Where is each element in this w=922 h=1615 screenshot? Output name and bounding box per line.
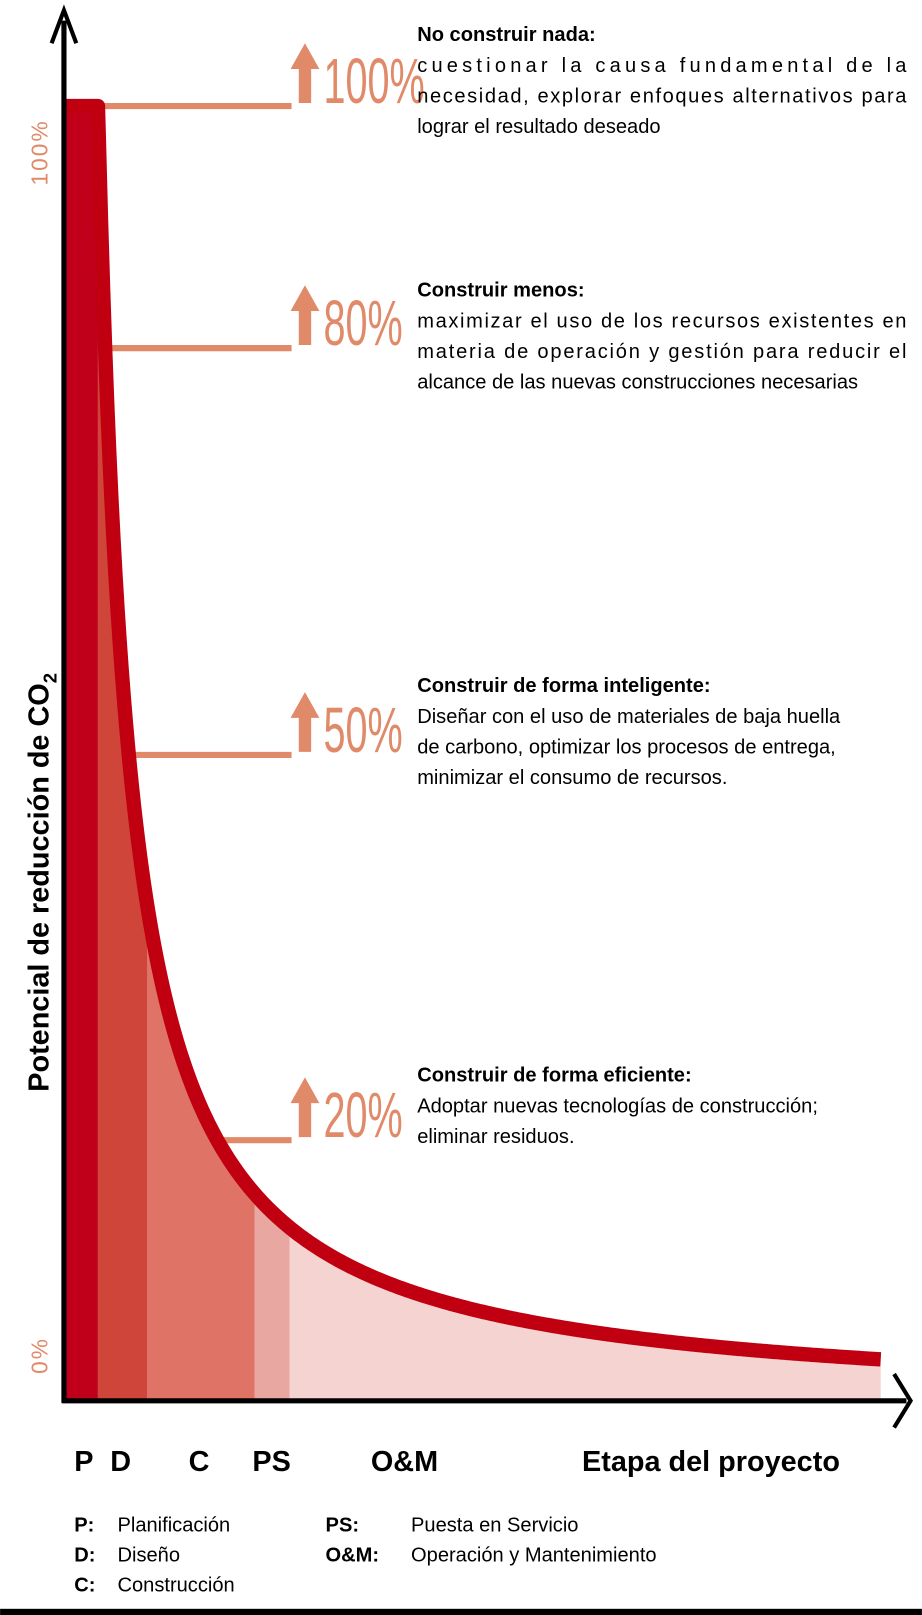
level-description: lograr el resultado deseado <box>417 116 660 138</box>
y-axis-label-subscript: 2 <box>40 673 61 683</box>
level-description: maximizar el uso de los recursos existen… <box>417 311 906 333</box>
level-description: de carbono, optimizar los procesos de en… <box>417 736 836 758</box>
level-description: minimizar el consumo de recursos. <box>417 767 727 789</box>
y-tick-label: 0% <box>26 1337 52 1374</box>
level-percent: 50% <box>323 695 402 766</box>
level-description: materia de operación y gestión para redu… <box>417 341 906 363</box>
legend-abbr: D: <box>74 1544 95 1566</box>
level-arrow <box>290 285 320 346</box>
curve-group <box>63 98 887 1367</box>
stage-label: C <box>189 1446 210 1478</box>
level-title: Construir menos: <box>417 280 584 302</box>
x-axis-arrow <box>892 1372 914 1429</box>
stage-fill <box>254 1193 290 1399</box>
stage-fill <box>147 906 255 1399</box>
stage-fill <box>289 1227 881 1399</box>
stage-label: P <box>74 1446 93 1478</box>
level-description: Adoptar nuevas tecnologías de construcci… <box>417 1095 818 1117</box>
level-description: necesidad, explorar enfoques alternativo… <box>417 85 907 107</box>
y-tick-label: 100% <box>26 119 52 185</box>
bottom-border <box>0 1608 922 1615</box>
legend-name: Planificación <box>118 1515 231 1537</box>
level-arrow <box>290 1077 320 1138</box>
legend-abbr: C: <box>74 1574 95 1596</box>
stage-label: O&M <box>371 1446 438 1478</box>
level-title: No construir nada: <box>417 24 596 46</box>
level-description: cuestionar la causa fundamental de la <box>417 55 907 77</box>
legend-abbr: O&M: <box>326 1544 380 1566</box>
level-percent: 20% <box>323 1081 402 1152</box>
level-percent: 100% <box>323 47 424 118</box>
stage-label: D <box>110 1446 131 1478</box>
levels: 100% 80% 50% 20% <box>63 43 425 1152</box>
legend-name: Operación y Mantenimiento <box>411 1544 657 1566</box>
stage-label: PS <box>252 1446 290 1478</box>
reduction-curve <box>63 98 887 1367</box>
legend-name: Construcción <box>118 1574 235 1596</box>
y-axis-label-text: Potencial de reducción de CO <box>23 683 55 1092</box>
level-arrow <box>290 692 320 752</box>
x-axis-label: Etapa del proyecto <box>582 1446 840 1478</box>
y-axis-label: Potencial de reducción de CO2 <box>23 673 60 1092</box>
legend-abbr: P: <box>74 1515 94 1537</box>
level-title: Construir de forma eficiente: <box>417 1064 691 1086</box>
y-axis-arrow <box>49 4 79 44</box>
level-percent: 80% <box>323 289 402 360</box>
stage-fill <box>63 106 98 1399</box>
legend-abbr: PS: <box>326 1515 359 1537</box>
legend-name: Puesta en Servicio <box>411 1515 578 1537</box>
legend-name: Diseño <box>118 1544 180 1566</box>
level-description: alcance de las nuevas construcciones nec… <box>417 371 858 393</box>
level-arrow <box>290 43 320 103</box>
level-description: eliminar residuos. <box>417 1126 574 1148</box>
level-description: Diseñar con el uso de materiales de baja… <box>417 706 841 728</box>
level-title: Construir de forma inteligente: <box>417 675 710 697</box>
